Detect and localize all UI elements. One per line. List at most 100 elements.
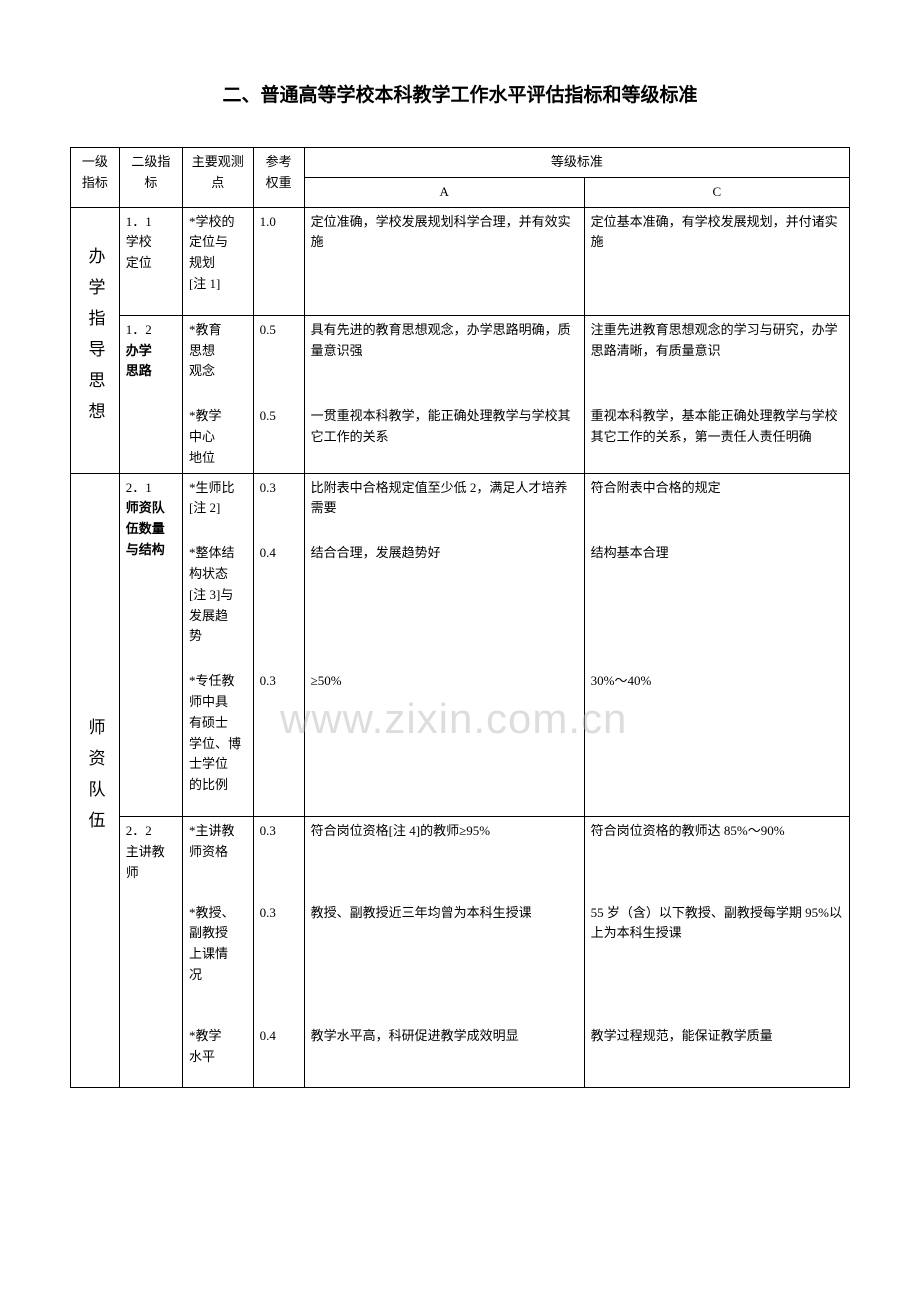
t: 学校 — [126, 234, 152, 249]
r12b-w: 0.5 — [253, 402, 304, 473]
t: *生师比 — [189, 480, 235, 495]
sec1-label: 办学指导思想 — [71, 207, 120, 473]
row-1-2a: 1．2 办学 思路 *教育 思想 观念 0.5 具有先进的教育思想观念，办学思路… — [71, 315, 850, 402]
r21b-c: 结构基本合理 — [584, 539, 849, 667]
t: 发展趋 — [189, 608, 228, 623]
row-2-1a: 师资队伍 2．1 师资队 伍数量 与结构 *生师比 [注 2] 0.3 比附表中… — [71, 473, 850, 539]
t: 水平 — [189, 1049, 215, 1064]
r12b-a: 一贯重视本科教学，能正确处理教学与学校其它工作的关系 — [304, 402, 584, 473]
t: 师资格 — [189, 844, 228, 859]
r21-idx: 2．1 师资队 伍数量 与结构 — [119, 473, 182, 816]
t: 规划 — [189, 255, 215, 270]
row-2-1c: *专任教 师中具 有硕士 学位、博 士学位 的比例 0.3 ≥50% 30%～4… — [71, 667, 850, 816]
t: 2．1 — [126, 480, 152, 495]
t: [注 1] — [189, 276, 220, 291]
r21a-c: 符合附表中合格的规定 — [584, 473, 849, 539]
t: 1．1 — [126, 214, 152, 229]
r12b-obs: *教学 中心 地位 — [182, 402, 253, 473]
row-2-2b: *教授、 副教授 上课情 况 0.3 教授、副教授近三年均曾为本科生授课 55 … — [71, 899, 850, 1022]
h-a: A — [304, 177, 584, 207]
r22c-obs: *教学 水平 — [182, 1022, 253, 1088]
h-c4: 参考权重 — [253, 148, 304, 208]
r22a-a: 符合岗位资格[注 4]的教师≥95% — [304, 816, 584, 898]
row-1-2b: *教学 中心 地位 0.5 一贯重视本科教学，能正确处理教学与学校其它工作的关系… — [71, 402, 850, 473]
r22c-a: 教学水平高，科研促进教学成效明显 — [304, 1022, 584, 1088]
t: 有硕士 — [189, 715, 228, 730]
r21a-obs: *生师比 [注 2] — [182, 473, 253, 539]
t: 学位、博 — [189, 736, 241, 751]
t: [注 2] — [189, 500, 220, 515]
r11-c: 定位基本准确，有学校发展规划，并付诸实施 — [584, 207, 849, 315]
t: 伍数量 — [126, 521, 165, 536]
r12a-w: 0.5 — [253, 315, 304, 402]
r21a-w: 0.3 — [253, 473, 304, 539]
t: *教育 — [189, 322, 222, 337]
t: *专任教 — [189, 673, 235, 688]
t: *整体结 — [189, 545, 235, 560]
h-c: C — [584, 177, 849, 207]
t: *教学 — [189, 408, 222, 423]
t: 定位与 — [189, 234, 228, 249]
r21c-obs: *专任教 师中具 有硕士 学位、博 士学位 的比例 — [182, 667, 253, 816]
page-title: 二、普通高等学校本科教学工作水平评估指标和等级标准 — [70, 80, 850, 107]
r12a-c: 注重先进教育思想观念的学习与研究，办学思路清晰，有质量意识 — [584, 315, 849, 402]
t: 思想 — [189, 343, 215, 358]
h-grade: 等级标准 — [304, 148, 849, 178]
r21b-obs: *整体结 构状态 [注 3]与 发展趋 势 — [182, 539, 253, 667]
t: 办学 — [126, 343, 152, 358]
t: *教授、 — [189, 905, 235, 920]
t: 师 — [126, 865, 139, 880]
t: 副教授 — [189, 925, 228, 940]
t: 主讲教 — [126, 844, 165, 859]
t: 的比例 — [189, 777, 228, 792]
t: 中心 — [189, 429, 215, 444]
t: 况 — [189, 967, 202, 982]
r21c-a: ≥50% — [304, 667, 584, 816]
t: *学校的 — [189, 214, 235, 229]
r22a-obs: *主讲教 师资格 — [182, 816, 253, 898]
row-2-2c: *教学 水平 0.4 教学水平高，科研促进教学成效明显 教学过程规范，能保证教学… — [71, 1022, 850, 1088]
r22b-a: 教授、副教授近三年均曾为本科生授课 — [304, 899, 584, 1022]
row-2-2a: 2．2 主讲教 师 *主讲教 师资格 0.3 符合岗位资格[注 4]的教师≥95… — [71, 816, 850, 898]
r22b-w: 0.3 — [253, 899, 304, 1022]
r22a-c: 符合岗位资格的教师达 85%～90% — [584, 816, 849, 898]
t: 上课情 — [189, 946, 228, 961]
r12a-a: 具有先进的教育思想观念，办学思路明确，质量意识强 — [304, 315, 584, 402]
t: 2．2 — [126, 823, 152, 838]
r22b-c: 55 岁（含）以下教授、副教授每学期 95%以上为本科生授课 — [584, 899, 849, 1022]
r22-idx: 2．2 主讲教 师 — [119, 816, 182, 1087]
r11-idx: 1．1 学校 定位 — [119, 207, 182, 315]
r12b-c: 重视本科教学，基本能正确处理教学与学校其它工作的关系，第一责任人责任明确 — [584, 402, 849, 473]
r22a-w: 0.3 — [253, 816, 304, 898]
t: [注 3]与 — [189, 587, 233, 602]
r22c-c: 教学过程规范，能保证教学质量 — [584, 1022, 849, 1088]
sec2-label: 师资队伍 — [71, 473, 120, 1088]
h-c2: 二级指标 — [119, 148, 182, 208]
r21a-a: 比附表中合格规定值至少低 2，满足人才培养需要 — [304, 473, 584, 539]
header-row-1: 一级指标 二级指标 主要观测点 参考权重 等级标准 — [71, 148, 850, 178]
r22c-w: 0.4 — [253, 1022, 304, 1088]
h-c3: 主要观测点 — [182, 148, 253, 208]
r11-obs: *学校的 定位与 规划 [注 1] — [182, 207, 253, 315]
r22b-obs: *教授、 副教授 上课情 况 — [182, 899, 253, 1022]
t: *教学 — [189, 1028, 222, 1043]
t: 1．2 — [126, 322, 152, 337]
t: 与结构 — [126, 542, 165, 557]
row-1-1: 办学指导思想 1．1 学校 定位 *学校的 定位与 规划 [注 1] 1.0 定… — [71, 207, 850, 315]
r21c-w: 0.3 — [253, 667, 304, 816]
r11-w: 1.0 — [253, 207, 304, 315]
t: 定位 — [126, 255, 152, 270]
evaluation-table: 一级指标 二级指标 主要观测点 参考权重 等级标准 A C 办学指导思想 1．1… — [70, 147, 850, 1088]
t: 地位 — [189, 450, 215, 465]
t: 观念 — [189, 363, 215, 378]
r11-a: 定位准确，学校发展规划科学合理，并有效实施 — [304, 207, 584, 315]
t: *主讲教 — [189, 823, 235, 838]
t: 师中具 — [189, 694, 228, 709]
t: 师资队 — [126, 500, 165, 515]
r12a-obs: *教育 思想 观念 — [182, 315, 253, 402]
r21c-c: 30%～40% — [584, 667, 849, 816]
h-c1: 一级指标 — [71, 148, 120, 208]
row-2-1b: *整体结 构状态 [注 3]与 发展趋 势 0.4 结合合理，发展趋势好 结构基… — [71, 539, 850, 667]
t: 势 — [189, 628, 202, 643]
r21b-a: 结合合理，发展趋势好 — [304, 539, 584, 667]
